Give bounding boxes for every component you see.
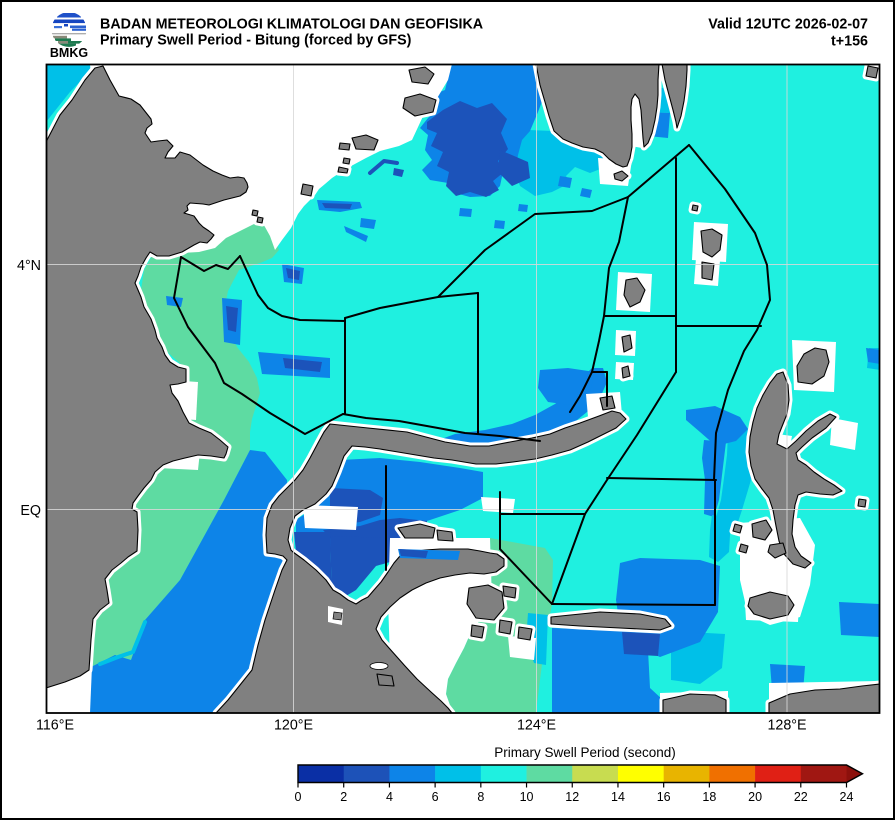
svg-text:124°E: 124°E <box>517 718 556 734</box>
svg-text:4: 4 <box>386 790 393 804</box>
svg-text:12: 12 <box>565 790 579 804</box>
svg-text:20: 20 <box>748 790 762 804</box>
svg-text:2: 2 <box>340 790 347 804</box>
svg-text:Valid 12UTC 2026-02-07: Valid 12UTC 2026-02-07 <box>708 17 868 33</box>
svg-text:Primary Swell Period (second): Primary Swell Period (second) <box>494 745 676 760</box>
svg-text:16: 16 <box>657 790 671 804</box>
svg-text:t+156: t+156 <box>831 34 868 50</box>
svg-text:8: 8 <box>477 790 484 804</box>
svg-text:0: 0 <box>295 790 302 804</box>
svg-text:BMKG: BMKG <box>50 46 88 60</box>
svg-text:128°E: 128°E <box>767 718 806 734</box>
svg-text:Primary Swell Period - Bitung: Primary Swell Period - Bitung (forced by… <box>100 33 412 49</box>
svg-text:18: 18 <box>702 790 716 804</box>
svg-text:116°E: 116°E <box>36 718 74 734</box>
svg-text:14: 14 <box>611 790 625 804</box>
svg-text:BADAN METEOROLOGI KLIMATOLOGI: BADAN METEOROLOGI KLIMATOLOGI DAN GEOFIS… <box>100 17 483 33</box>
svg-text:10: 10 <box>520 790 534 804</box>
svg-text:22: 22 <box>794 790 808 804</box>
svg-text:24: 24 <box>840 790 854 804</box>
svg-text:120°E: 120°E <box>274 718 313 734</box>
svg-text:4°N: 4°N <box>17 258 41 274</box>
svg-text:6: 6 <box>432 790 439 804</box>
svg-text:EQ: EQ <box>20 503 41 519</box>
